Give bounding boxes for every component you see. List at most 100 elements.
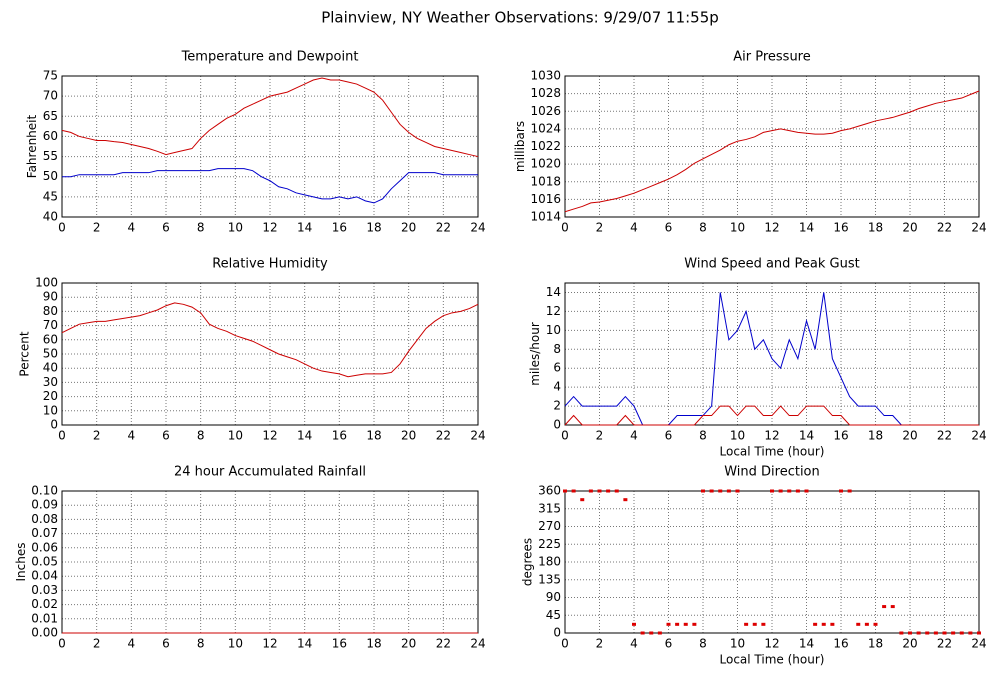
x-tick-label: 20 [902,429,917,443]
y-tick-label: 1016 [530,192,561,206]
data-point [933,631,938,635]
x-tick-label: 14 [297,221,312,235]
y-tick-label: 80 [43,304,58,318]
data-point [839,489,843,493]
x-tick-label: 8 [699,429,707,443]
y-tick-label: 0.02 [31,597,58,611]
y-tick-label: 1024 [530,121,561,135]
y-tick-label: 45 [546,608,561,622]
y-tick-label: 1014 [530,210,561,224]
x-tick-label: 10 [228,429,243,443]
y-tick-label: 270 [538,519,561,533]
data-point [951,631,956,635]
data-point [864,622,869,626]
x-tick-label: 2 [596,221,604,235]
y-tick-label: 50 [43,169,58,183]
plot-frame [564,282,980,426]
y-tick-label: 40 [43,210,58,224]
data-point [882,605,887,609]
data-point [977,631,981,635]
data-point [770,489,774,493]
x-tick-label: 8 [197,221,205,235]
x-tick-label: 18 [366,221,381,235]
x-tick-label: 10 [730,221,745,235]
chart-title: Temperature and Dewpoint [181,50,359,65]
y-tick-label: 90 [546,590,561,604]
x-tick-label: 18 [868,637,883,651]
chart-title: Air Pressure [733,50,811,65]
y-tick-label: 65 [43,109,58,123]
data-point [821,622,826,626]
x-tick-label: 2 [93,429,101,443]
x-tick-label: 0 [58,221,66,235]
data-point [640,631,645,635]
y-tick-label: 60 [43,332,58,346]
y-tick-label: 0 [553,626,561,640]
data-line [564,90,980,213]
y-tick-label: 2 [553,399,561,413]
x-tick-label: 22 [937,221,952,235]
data-line [61,302,479,378]
y-axis-label: Inches [14,543,28,582]
data-point [606,489,611,493]
y-tick-label: 0.03 [31,583,58,597]
data-point [778,489,783,493]
x-tick-label: 8 [699,221,707,235]
y-axis-label: Percent [18,331,32,376]
y-tick-label: 0.08 [31,512,58,526]
x-tick-label: 20 [902,637,917,651]
y-tick-label: 0.07 [31,526,58,540]
x-tick-label: 0 [561,637,569,651]
x-tick-label: 4 [630,221,638,235]
data-point [908,631,912,635]
x-tick-label: 6 [665,429,673,443]
data-point [632,622,636,626]
x-tick-label: 16 [332,637,347,651]
y-tick-label: 14 [546,285,561,299]
data-line [564,405,979,426]
x-tick-label: 10 [730,637,745,651]
y-tick-label: 20 [43,389,58,403]
x-tick-label: 8 [197,637,205,651]
x-tick-label: 2 [93,637,101,651]
x-tick-label: 10 [730,429,745,443]
data-point [735,489,740,493]
data-point [873,622,878,626]
x-tick-label: 12 [764,221,779,235]
data-point [959,631,964,635]
data-point [588,489,593,493]
x-tick-label: 22 [436,221,451,235]
y-tick-label: 360 [538,484,561,498]
y-tick-label: 0 [50,418,58,432]
x-tick-label: 6 [665,637,673,651]
y-tick-label: 75 [43,69,58,83]
x-tick-label: 10 [228,637,243,651]
x-tick-label: 2 [596,637,604,651]
x-tick-label: 22 [436,429,451,443]
y-tick-label: 1026 [530,104,561,118]
y-tick-label: 0.05 [31,555,58,569]
data-point [847,489,852,493]
data-point [563,489,567,493]
data-point [718,489,723,493]
y-tick-label: 10 [43,403,58,417]
x-tick-label: 4 [630,429,638,443]
data-point [701,489,705,493]
chart-title: Relative Humidity [212,257,328,272]
x-tick-label: 6 [665,221,673,235]
data-point [623,498,628,502]
x-tick-label: 14 [297,637,312,651]
x-tick-label: 6 [162,429,170,443]
y-tick-label: 225 [538,537,561,551]
x-tick-label: 14 [799,429,814,443]
chart-title: 24 hour Accumulated Rainfall [174,465,366,480]
data-line [62,168,478,204]
y-tick-label: 0.00 [31,626,58,640]
plot-frame [61,75,479,218]
y-tick-label: 0.09 [31,498,58,512]
plot-frame [61,282,479,426]
x-tick-label: 10 [228,221,243,235]
x-tick-label: 24 [971,429,986,443]
y-tick-label: 70 [43,89,58,103]
y-tick-label: 1020 [530,157,561,171]
